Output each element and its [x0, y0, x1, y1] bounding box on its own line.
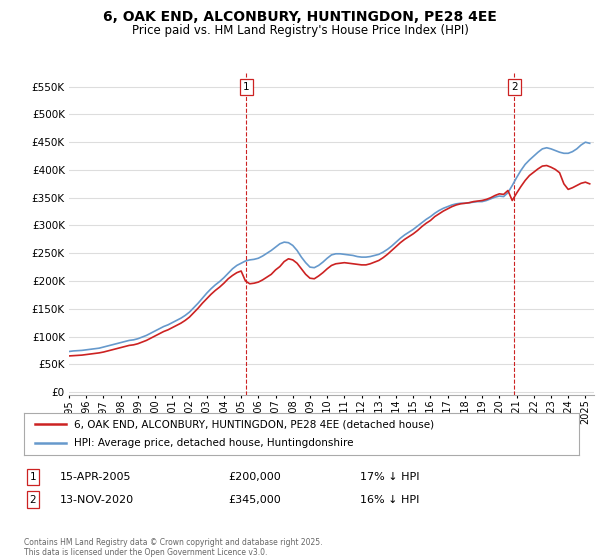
Text: £200,000: £200,000: [228, 472, 281, 482]
Text: 1: 1: [29, 472, 37, 482]
Text: 6, OAK END, ALCONBURY, HUNTINGDON, PE28 4EE: 6, OAK END, ALCONBURY, HUNTINGDON, PE28 …: [103, 10, 497, 24]
Text: 1: 1: [243, 82, 250, 92]
Text: £345,000: £345,000: [228, 494, 281, 505]
Text: 17% ↓ HPI: 17% ↓ HPI: [360, 472, 419, 482]
Text: 15-APR-2005: 15-APR-2005: [60, 472, 131, 482]
Text: HPI: Average price, detached house, Huntingdonshire: HPI: Average price, detached house, Hunt…: [74, 438, 353, 448]
Text: 2: 2: [511, 82, 518, 92]
Text: 13-NOV-2020: 13-NOV-2020: [60, 494, 134, 505]
Text: 6, OAK END, ALCONBURY, HUNTINGDON, PE28 4EE (detached house): 6, OAK END, ALCONBURY, HUNTINGDON, PE28 …: [74, 419, 434, 430]
Text: 16% ↓ HPI: 16% ↓ HPI: [360, 494, 419, 505]
Text: Price paid vs. HM Land Registry's House Price Index (HPI): Price paid vs. HM Land Registry's House …: [131, 24, 469, 37]
Text: 2: 2: [29, 494, 37, 505]
Text: Contains HM Land Registry data © Crown copyright and database right 2025.
This d: Contains HM Land Registry data © Crown c…: [24, 538, 323, 557]
